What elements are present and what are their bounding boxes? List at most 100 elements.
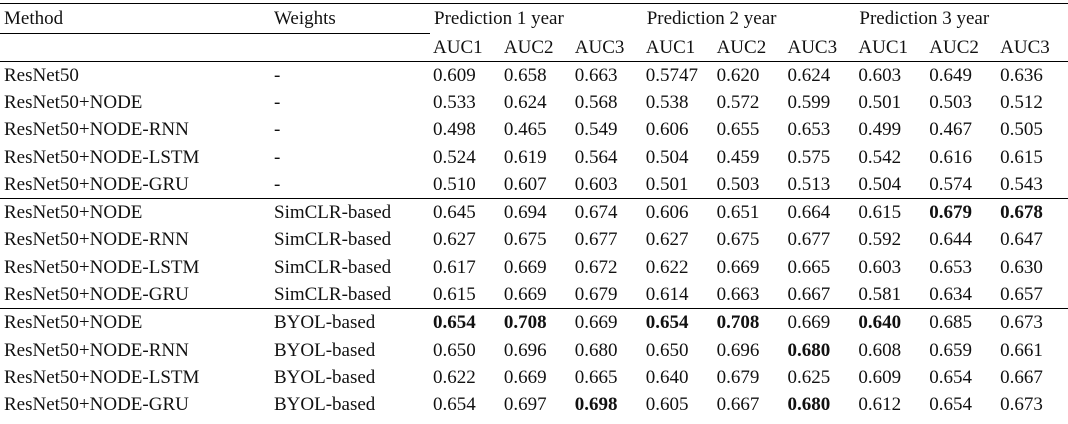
value: 0.659	[929, 339, 973, 361]
metric-header: AUC1	[430, 33, 501, 62]
header-group: Prediction 1 year	[434, 8, 564, 30]
value: 0.603	[574, 173, 618, 195]
value-cell: 0.607	[501, 171, 572, 199]
blank-cell	[0, 33, 270, 62]
value: 0.665	[787, 256, 831, 278]
value: 0.606	[645, 119, 689, 141]
value: 0.575	[787, 146, 831, 168]
value-cell: 0.680	[784, 336, 855, 363]
value: 0.673	[1000, 394, 1043, 416]
value: 0.674	[574, 202, 618, 224]
value: 0.592	[858, 229, 902, 251]
value: 0.612	[858, 394, 902, 416]
header-row: Method Weights Prediction 1 year Predict…	[0, 3, 1068, 34]
value: 0.564	[574, 146, 618, 168]
value-cell: 0.572	[714, 89, 785, 116]
value-cell: 0.645	[430, 197, 501, 227]
value-cell: 0.603	[855, 61, 926, 89]
weights-cell: -	[274, 173, 281, 195]
value: 0.5747	[645, 64, 698, 86]
value: 0.663	[716, 284, 760, 306]
method-cell: ResNet50+NODE-RNN	[4, 229, 189, 251]
weights-cell: BYOL-based	[274, 366, 376, 388]
value-cell: 0.575	[784, 143, 855, 170]
value-cell: 0.501	[643, 171, 714, 199]
value: 0.627	[433, 229, 476, 251]
value-cell: 0.564	[572, 143, 643, 170]
data-row: ResNet50+NODE-GRU SimCLR-based 0.615 0.669 0…	[0, 281, 1068, 309]
value: 0.615	[858, 202, 902, 224]
value: 0.653	[929, 256, 973, 278]
value: 0.665	[574, 366, 618, 388]
value: 0.504	[858, 173, 902, 195]
value-cell: 0.708	[500, 308, 572, 337]
results-table: Method Weights Prediction 1 year Predict…	[0, 3, 1068, 418]
value-cell: 0.542	[855, 143, 926, 170]
value-cell: 0.636	[997, 61, 1068, 89]
weights-cell: SimCLR-based	[270, 197, 430, 227]
metric-header: AUC2	[926, 33, 998, 62]
value: 0.572	[716, 91, 760, 113]
value-cell: 0.609	[430, 61, 501, 89]
value: 0.615	[433, 284, 476, 306]
value: 0.498	[433, 119, 476, 141]
value: 0.655	[716, 119, 760, 141]
value-cell: 0.669	[501, 364, 572, 391]
value: 0.543	[1000, 173, 1043, 195]
blank-cell	[270, 33, 430, 62]
value-cell: 0.603	[855, 254, 926, 281]
value: 0.505	[1000, 119, 1043, 141]
value-cell: 0.504	[643, 143, 714, 170]
value-cell: 0.581	[855, 281, 926, 309]
value: 0.669	[716, 256, 760, 278]
value-cell: 0.698	[572, 391, 643, 418]
value-cell: 0.615	[430, 281, 501, 309]
best-value: 0.698	[574, 394, 618, 416]
value-cell: 0.625	[784, 364, 855, 391]
weights-cell: -	[274, 119, 281, 141]
value: 0.605	[645, 394, 689, 416]
value: 0.459	[716, 146, 760, 168]
data-row: ResNet50+NODE-LSTM BYOL-based 0.622 0.669 0.…	[0, 364, 1068, 391]
value-cell: 0.680	[784, 391, 855, 418]
value-cell: 0.504	[855, 171, 926, 199]
value-cell: 0.640	[855, 308, 927, 337]
value-cell: 0.5747	[643, 61, 714, 89]
value-cell: 0.574	[926, 171, 997, 199]
data-row: ResNet50+NODE-RNN - 0.498 0.465 0.549 0.606 0.…	[0, 116, 1068, 143]
metric-header: AUC2	[713, 33, 785, 62]
value-cell: 0.499	[855, 116, 926, 143]
value: 0.609	[433, 64, 476, 86]
value-cell: 0.650	[643, 336, 714, 363]
metric-header: AUC3	[997, 33, 1068, 62]
value: 0.675	[716, 229, 760, 251]
value: 0.680	[574, 339, 618, 361]
value-cell: 0.503	[926, 89, 997, 116]
value-cell: 0.697	[501, 391, 572, 418]
weights-cell: -	[274, 146, 281, 168]
value: 0.669	[574, 312, 618, 334]
value: 0.640	[645, 366, 689, 388]
value-cell: 0.650	[430, 336, 501, 363]
value-cell: 0.549	[572, 116, 643, 143]
value-cell: 0.614	[643, 281, 714, 309]
value-cell: 0.620	[714, 61, 785, 89]
value: 0.654	[929, 394, 973, 416]
value: 0.542	[858, 146, 902, 168]
value-cell: 0.467	[926, 116, 997, 143]
value-cell: 0.654	[926, 391, 997, 418]
value: 0.694	[503, 202, 547, 224]
weights-cell: BYOL-based	[270, 308, 430, 337]
value: 0.679	[574, 284, 618, 306]
value: 0.524	[433, 146, 476, 168]
value-cell: 0.651	[713, 197, 785, 227]
value: 0.549	[574, 119, 618, 141]
value-cell: 0.605	[643, 391, 714, 418]
value: 0.619	[503, 146, 547, 168]
value: 0.649	[929, 64, 973, 86]
value: 0.603	[858, 256, 902, 278]
metric-header: AUC1	[642, 33, 714, 62]
value: 0.654	[433, 394, 476, 416]
best-value: 0.680	[787, 394, 831, 416]
value-cell: 0.654	[926, 364, 997, 391]
